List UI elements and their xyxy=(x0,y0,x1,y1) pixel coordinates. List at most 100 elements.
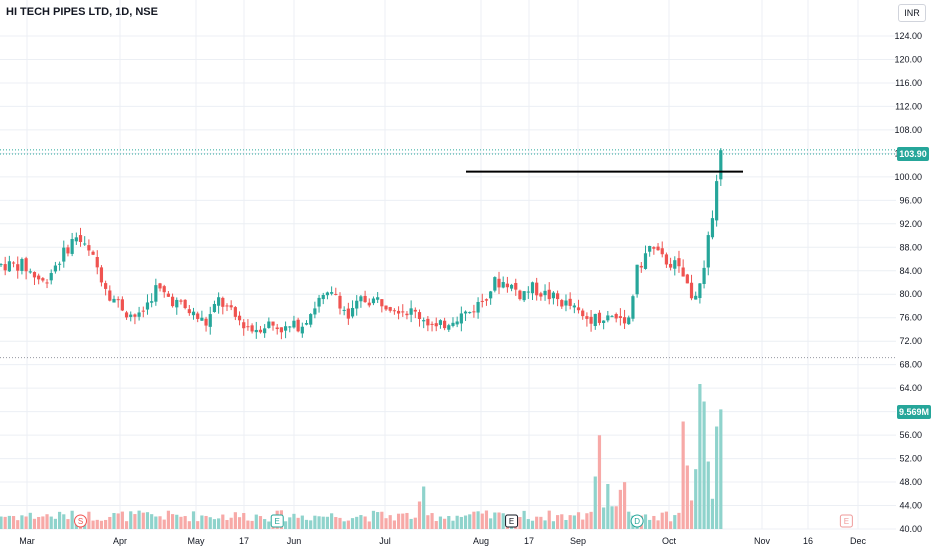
time-tick-label: Aug xyxy=(473,536,489,546)
candle-body xyxy=(522,291,526,301)
candle-body xyxy=(514,282,518,290)
candle-body xyxy=(83,243,87,245)
candle-body xyxy=(627,317,631,325)
volume-bar xyxy=(643,514,648,529)
candle-body xyxy=(526,291,530,293)
volume-bar xyxy=(309,520,313,529)
candle-body xyxy=(271,321,275,326)
volume-bar xyxy=(7,515,11,529)
volume-bar xyxy=(37,516,41,529)
candle-body xyxy=(49,273,53,281)
event-marker-dividend[interactable]: D xyxy=(630,514,644,528)
candle-body xyxy=(91,251,95,255)
volume-bar xyxy=(313,515,317,529)
candle-body xyxy=(53,265,58,272)
candle-body xyxy=(388,307,392,311)
price-tick-label: 84.00 xyxy=(899,266,922,276)
volume-bar xyxy=(120,511,124,529)
volume-bar xyxy=(187,521,191,529)
candle-body xyxy=(610,316,614,318)
candle-body xyxy=(501,282,505,288)
volume-bar xyxy=(53,518,58,529)
candle-body xyxy=(179,300,183,302)
volume-bar xyxy=(212,519,217,529)
volume-bar xyxy=(497,512,501,529)
volume-bar xyxy=(698,384,702,529)
volume-bar xyxy=(593,476,597,529)
volume-bar xyxy=(484,510,489,529)
event-letter: E xyxy=(509,517,514,526)
volume-bar xyxy=(673,515,677,529)
volume-bar xyxy=(551,521,556,529)
event-badge xyxy=(270,514,284,528)
volume-bar xyxy=(32,518,37,529)
time-tick-label: Nov xyxy=(754,536,771,546)
volume-bar xyxy=(317,516,321,529)
volume-bar xyxy=(3,516,7,529)
volume-bar xyxy=(338,517,342,529)
volume-bar xyxy=(522,510,526,529)
volume-bar xyxy=(430,513,434,529)
volume-bar xyxy=(87,511,91,529)
candle-body xyxy=(296,319,300,332)
candle-body xyxy=(300,326,304,334)
event-badge xyxy=(839,514,853,528)
volume-bar xyxy=(330,513,334,529)
candle-body xyxy=(258,329,263,333)
time-tick-label: Jun xyxy=(287,536,302,546)
candle-body xyxy=(363,295,367,303)
candle-body xyxy=(104,283,108,289)
candle-body xyxy=(204,318,208,326)
volume-bar xyxy=(0,516,3,529)
event-marker-earnings[interactable]: E xyxy=(270,514,284,528)
volume-bar xyxy=(547,510,551,529)
candle-body xyxy=(95,257,99,268)
volume-bar xyxy=(254,514,258,529)
volume-bar xyxy=(175,514,179,529)
candle-body xyxy=(409,308,413,315)
candle-body xyxy=(556,293,560,300)
volume-bar xyxy=(656,520,660,529)
currency-button[interactable]: INR xyxy=(898,4,926,22)
volume-bar xyxy=(660,512,664,529)
candle-body xyxy=(246,326,250,328)
volume-bar xyxy=(413,517,417,529)
price-tick-label: 80.00 xyxy=(899,289,922,299)
volume-bar xyxy=(518,517,522,529)
event-marker-earnings[interactable]: E xyxy=(505,514,519,528)
volume-bar xyxy=(556,515,560,529)
candle-body xyxy=(518,290,522,300)
volume-bar xyxy=(426,515,430,529)
volume-bar xyxy=(581,519,585,529)
candle-body xyxy=(581,310,585,317)
volume-bar xyxy=(560,514,564,529)
volume-bar xyxy=(438,516,443,529)
price-tick-label: 76.00 xyxy=(899,313,922,323)
volume-bar xyxy=(104,519,108,529)
volume-bar xyxy=(41,516,45,529)
candle-body xyxy=(279,327,283,333)
event-marker-earnings-future[interactable]: E xyxy=(839,514,853,528)
price-tick-label: 108.00 xyxy=(894,125,922,135)
candle-body xyxy=(719,150,723,180)
event-marker-dividend[interactable]: S xyxy=(74,514,88,528)
candle-body xyxy=(208,314,212,327)
candle-body xyxy=(24,258,28,272)
volume-bar xyxy=(535,516,539,529)
volume-bar xyxy=(459,516,463,529)
candle-body xyxy=(233,307,237,317)
time-tick-label: 16 xyxy=(803,536,813,546)
candle-body xyxy=(338,295,342,309)
volume-bar xyxy=(719,409,723,529)
candle-body xyxy=(283,326,288,331)
volume-bar xyxy=(447,516,451,529)
volume-bar xyxy=(677,512,681,529)
volume-bar xyxy=(124,521,129,529)
volume-bar xyxy=(221,514,225,529)
time-tick-label: 17 xyxy=(524,536,534,546)
candle-body xyxy=(652,247,656,249)
candle-body xyxy=(422,320,426,322)
candle-body xyxy=(505,283,509,288)
volume-bar xyxy=(204,515,208,529)
